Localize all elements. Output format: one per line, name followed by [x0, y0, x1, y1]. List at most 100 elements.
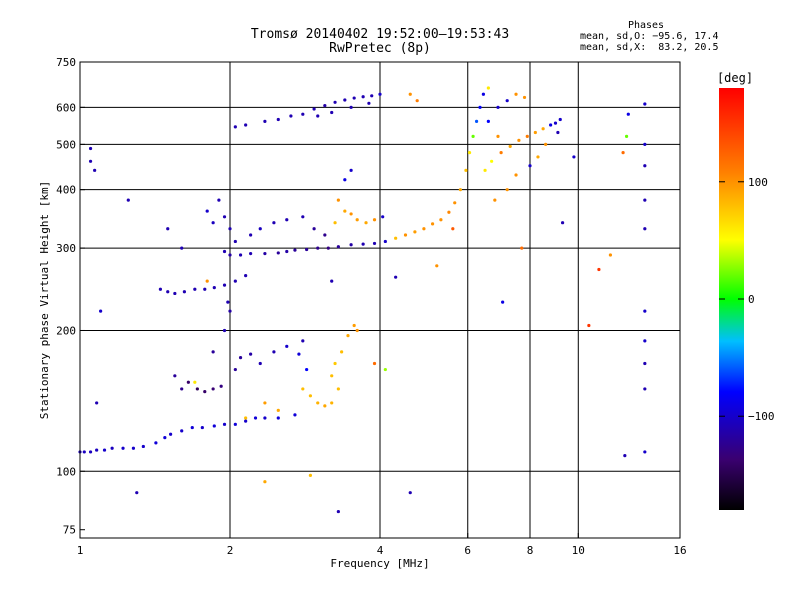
data-point	[180, 387, 184, 391]
data-point	[372, 241, 377, 246]
data-point	[180, 429, 184, 433]
data-point	[305, 367, 309, 372]
y-axis-ticks: 75 100 200 300 400 500 600 750	[56, 56, 85, 537]
data-point	[182, 290, 186, 294]
data-point	[249, 252, 253, 256]
data-point	[572, 155, 576, 159]
data-point	[212, 286, 216, 290]
data-point	[624, 134, 629, 138]
data-point	[499, 151, 503, 155]
data-point	[541, 127, 545, 131]
data-point	[643, 102, 647, 106]
data-point	[330, 401, 334, 405]
data-point	[536, 155, 540, 159]
data-point	[381, 215, 385, 219]
data-point	[244, 123, 248, 127]
data-point	[222, 422, 227, 426]
colorbar-tick-label: −100	[748, 410, 775, 423]
data-point	[549, 123, 553, 127]
data-point	[93, 168, 97, 172]
data-point	[517, 138, 521, 142]
data-point	[195, 387, 199, 391]
data-point	[528, 164, 532, 168]
y-tick-label: 500	[56, 138, 76, 151]
data-point	[166, 290, 170, 294]
chart-subtitle: RwPretec (8p)	[329, 41, 431, 56]
data-point	[131, 446, 136, 450]
data-point	[520, 246, 524, 250]
data-point	[205, 279, 209, 283]
data-point	[169, 432, 173, 436]
y-tick-label: 100	[56, 465, 76, 478]
data-point	[343, 178, 347, 182]
data-point	[587, 323, 591, 328]
colorbar-tick-label: 100	[748, 176, 768, 189]
data-point	[222, 283, 227, 287]
data-point	[623, 454, 627, 458]
data-point	[556, 130, 560, 135]
data-point	[608, 253, 613, 257]
data-point	[349, 243, 353, 247]
data-point	[219, 384, 223, 388]
data-point	[285, 344, 289, 348]
data-point	[203, 390, 207, 394]
data-point	[486, 119, 490, 123]
data-point	[258, 227, 262, 231]
data-point	[496, 105, 500, 109]
data-point	[343, 209, 347, 213]
data-point	[643, 450, 647, 454]
data-point	[490, 159, 494, 163]
data-point	[316, 401, 320, 405]
data-point	[121, 446, 125, 450]
data-point	[135, 491, 139, 495]
data-point	[415, 99, 419, 103]
data-point	[272, 221, 276, 225]
data-point	[439, 218, 443, 222]
data-point	[643, 339, 647, 343]
data-point	[233, 422, 237, 426]
data-point	[514, 92, 518, 96]
x-tick-label: 16	[673, 544, 686, 557]
data-point	[158, 287, 163, 291]
y-axis-label: Stationary phase Virtual Height [km]	[38, 181, 51, 419]
data-point	[621, 151, 625, 155]
colorbar-tick-label: 0	[748, 293, 755, 306]
data-point	[464, 168, 468, 172]
data-point	[301, 387, 305, 391]
data-point	[508, 144, 512, 149]
data-point	[163, 436, 167, 440]
data-point	[343, 98, 347, 102]
data-point	[525, 134, 529, 138]
data-point	[403, 233, 408, 237]
data-point	[355, 218, 359, 222]
data-point	[203, 287, 207, 291]
data-point	[413, 230, 417, 234]
data-point	[244, 419, 248, 423]
y-tick-label: 200	[56, 324, 76, 337]
data-point	[481, 92, 485, 96]
x-tick-label: 2	[227, 544, 234, 557]
data-point	[88, 146, 93, 151]
data-point	[643, 361, 647, 366]
data-point	[372, 218, 377, 222]
data-point	[478, 105, 482, 109]
phase-statistics: Phases mean, sd,O: −95.6, 17.4 mean, sd,…	[580, 20, 718, 53]
data-point	[483, 168, 487, 172]
data-point	[211, 221, 215, 225]
data-point	[110, 446, 114, 450]
data-point	[312, 107, 316, 111]
data-point	[558, 117, 562, 122]
data-point	[312, 227, 316, 231]
data-point	[211, 387, 215, 391]
data-point	[297, 352, 301, 356]
data-point	[643, 387, 647, 391]
data-point	[249, 233, 253, 237]
data-point	[372, 361, 377, 366]
data-point	[422, 227, 426, 231]
data-point	[212, 424, 216, 428]
data-point	[408, 491, 412, 495]
data-point	[154, 441, 158, 445]
data-point	[102, 448, 107, 452]
data-point	[451, 227, 455, 231]
data-point	[514, 173, 518, 177]
